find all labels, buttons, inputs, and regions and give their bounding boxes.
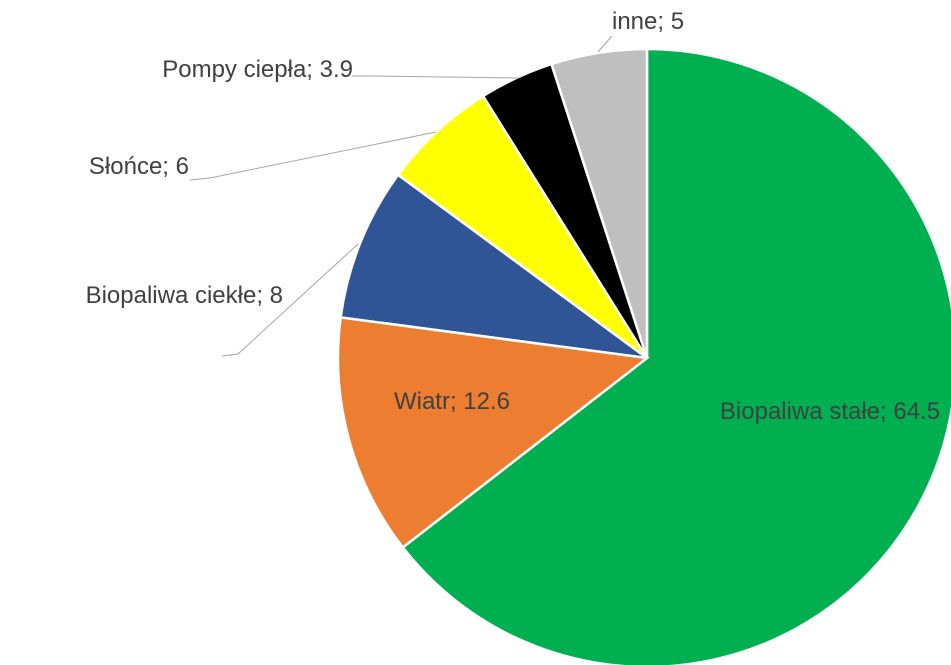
- data-label: Pompy ciepła; 3.9: [162, 56, 353, 83]
- pie-slice: [401, 47, 951, 665]
- data-label: Biopaliwa ciekłe; 8: [85, 282, 283, 309]
- data-label: Słońce; 6: [88, 153, 189, 180]
- pie-slice: [549, 47, 649, 359]
- pie-slice: [339, 173, 648, 360]
- leader-line: [597, 35, 613, 53]
- data-label: inne; 5: [612, 8, 685, 35]
- leader-line: [189, 131, 437, 181]
- data-label: Wiatr; 12.6: [393, 388, 510, 415]
- data-label: Biopaliwa stałe; 64.5: [719, 398, 941, 425]
- leader-line: [221, 243, 359, 357]
- pie-slice: [336, 315, 651, 550]
- leader-line: [352, 75, 519, 79]
